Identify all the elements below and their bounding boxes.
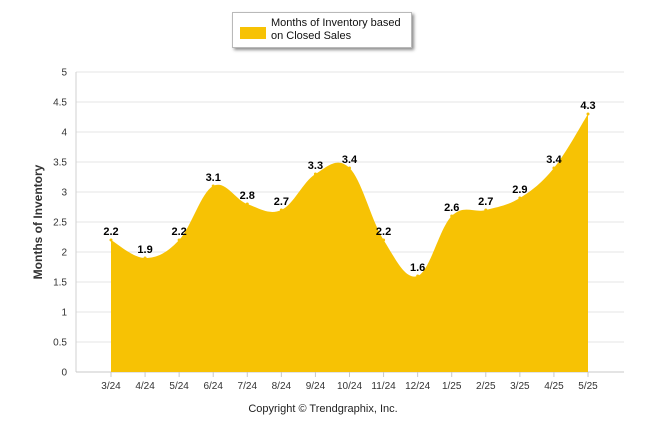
data-label: 1.6	[410, 262, 425, 274]
data-label: 2.6	[444, 202, 459, 214]
legend-swatch	[240, 27, 266, 39]
y-tick-label: 1	[61, 308, 67, 319]
data-point	[109, 238, 113, 242]
y-tick-label: 4.5	[53, 98, 67, 109]
data-label: 2.2	[171, 226, 186, 238]
data-point	[586, 112, 590, 116]
x-tick-label: 7/24	[238, 381, 258, 392]
data-point	[143, 256, 147, 260]
x-tick-label: 3/25	[510, 381, 530, 392]
x-tick-label: 11/24	[371, 381, 396, 392]
x-tick-label: 4/24	[135, 381, 155, 392]
data-label: 2.8	[240, 190, 255, 202]
data-label: 3.4	[546, 154, 562, 166]
legend: Months of Inventory based on Closed Sale…	[232, 12, 412, 48]
x-tick-label: 5/24	[169, 381, 189, 392]
x-tick-label: 4/25	[544, 381, 564, 392]
data-point	[416, 274, 420, 278]
data-label: 3.1	[206, 172, 221, 184]
data-label: 2.2	[376, 226, 391, 238]
data-point	[348, 166, 351, 170]
data-point	[177, 238, 181, 242]
data-point	[552, 166, 556, 170]
y-tick-label: 2.5	[53, 218, 67, 229]
y-tick-label: 2	[61, 248, 67, 259]
copyright-text: Copyright © Trendgraphix, Inc.	[248, 403, 398, 415]
x-tick-label: 9/24	[306, 381, 326, 392]
x-tick-label: 5/25	[578, 381, 598, 392]
data-label: 2.9	[512, 184, 527, 196]
x-tick-label: 1/25	[442, 381, 462, 392]
y-tick-label: 0.5	[53, 338, 67, 349]
y-tick-label: 3	[61, 188, 67, 199]
data-point	[450, 214, 454, 218]
y-tick-label: 1.5	[53, 278, 67, 289]
data-label: 4.3	[580, 100, 595, 112]
legend-label: Months of Inventory based on Closed Sale…	[271, 17, 401, 42]
data-point	[279, 208, 283, 212]
data-label: 2.2	[103, 226, 118, 238]
data-point	[211, 184, 215, 188]
data-point	[245, 202, 249, 206]
data-point	[518, 196, 522, 200]
data-point	[484, 208, 488, 212]
data-label: 3.3	[308, 160, 323, 172]
y-tick-label: 4	[61, 128, 67, 139]
x-tick-label: 12/24	[405, 381, 430, 392]
x-tick-label: 3/24	[101, 381, 121, 392]
x-tick-label: 6/24	[203, 381, 223, 392]
y-axis-label: Months of Inventory	[31, 164, 45, 280]
x-tick-label: 8/24	[272, 381, 292, 392]
x-tick-label: 10/24	[337, 381, 362, 392]
y-tick-label: 5	[61, 68, 67, 79]
y-tick-label: 3.5	[53, 158, 67, 169]
data-label: 1.9	[137, 244, 152, 256]
x-tick-label: 2/25	[476, 381, 496, 392]
area-series	[111, 114, 588, 372]
data-label: 2.7	[274, 196, 289, 208]
data-label: 2.7	[478, 196, 493, 208]
y-tick-label: 0	[61, 368, 67, 379]
data-point	[382, 238, 386, 242]
data-point	[313, 172, 317, 176]
data-label: 3.4	[342, 154, 358, 166]
